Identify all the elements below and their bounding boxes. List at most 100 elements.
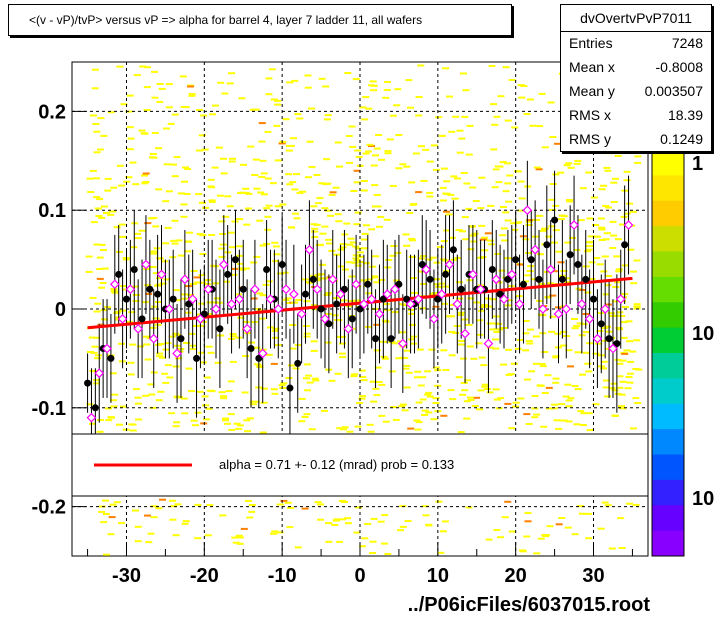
histogram-cell bbox=[618, 405, 625, 408]
histogram-cell bbox=[222, 417, 230, 420]
histogram-cell bbox=[373, 394, 381, 397]
histogram-cell bbox=[574, 159, 582, 162]
histogram-cell bbox=[627, 360, 635, 363]
histogram-cell bbox=[604, 169, 612, 172]
histogram-cell bbox=[188, 94, 196, 97]
histogram-cell bbox=[426, 160, 434, 163]
data-point-open bbox=[234, 294, 245, 304]
histogram-cell bbox=[443, 180, 451, 183]
histogram-cell bbox=[229, 333, 237, 335]
x-tick-label: -10 bbox=[268, 565, 297, 587]
histogram-cell bbox=[100, 134, 108, 137]
data-point-open bbox=[304, 244, 315, 255]
histogram-cell bbox=[372, 387, 380, 390]
histogram-cell bbox=[414, 370, 422, 373]
data-point-filled bbox=[496, 290, 504, 298]
data-point-filled bbox=[379, 295, 387, 303]
histogram-cell bbox=[260, 401, 268, 404]
histogram-cell bbox=[466, 124, 474, 127]
histogram-cell bbox=[457, 313, 465, 316]
histogram-cell bbox=[219, 233, 227, 235]
data-point-filled bbox=[115, 270, 123, 278]
data-point-open bbox=[506, 269, 517, 280]
histogram-cell bbox=[413, 419, 421, 422]
histogram-cell bbox=[144, 358, 152, 361]
histogram-cell bbox=[244, 332, 252, 335]
histogram-cell bbox=[259, 159, 267, 162]
histogram-cell bbox=[89, 169, 97, 172]
histogram-cell bbox=[523, 413, 531, 416]
histogram-cell bbox=[560, 419, 568, 422]
histogram-cell bbox=[451, 197, 459, 200]
histogram-cell bbox=[483, 388, 491, 390]
histogram-cell bbox=[91, 345, 99, 348]
histogram-cell bbox=[164, 226, 172, 229]
data-point-filled bbox=[403, 295, 411, 303]
data-point-open bbox=[164, 304, 175, 314]
plot-title: <(v - vP)/tvP> versus vP => alpha for ba… bbox=[29, 13, 423, 27]
histogram-cell bbox=[422, 514, 430, 517]
histogram-cell bbox=[93, 243, 101, 246]
histogram-cell bbox=[607, 312, 615, 315]
histogram-cell bbox=[162, 242, 170, 245]
palette-cell bbox=[652, 378, 684, 405]
histogram-cell bbox=[365, 107, 373, 110]
axes: -30 -20 -10 0 10 20 30 -0.2 -0.1 0 0.1 0.2 bbox=[32, 101, 633, 587]
data-point-open bbox=[366, 294, 377, 304]
histogram-cell bbox=[604, 504, 612, 507]
histogram-cell bbox=[371, 184, 379, 187]
histogram-cell bbox=[465, 323, 473, 326]
histogram-cell bbox=[248, 341, 256, 344]
data-point-open bbox=[320, 314, 330, 324]
histogram-cell bbox=[94, 354, 102, 357]
palette-cell bbox=[652, 150, 684, 176]
histogram-cell bbox=[470, 357, 478, 360]
histogram-cell bbox=[231, 267, 239, 270]
histogram-cell bbox=[93, 151, 101, 154]
histogram-cell bbox=[496, 165, 504, 168]
histogram-cell bbox=[286, 81, 294, 84]
histogram-cell bbox=[522, 320, 530, 322]
histogram-cell bbox=[580, 323, 588, 326]
histogram-cell bbox=[311, 230, 319, 233]
palette-cell bbox=[652, 429, 684, 455]
histogram-cell bbox=[484, 232, 492, 235]
histogram-cell bbox=[169, 518, 177, 521]
histogram-cell bbox=[305, 374, 313, 377]
histogram-cell bbox=[235, 336, 243, 339]
histogram-cell bbox=[349, 241, 357, 244]
histogram-cell bbox=[408, 237, 416, 240]
histogram-cell bbox=[116, 423, 123, 426]
data-point-open bbox=[125, 284, 136, 295]
histogram-cell bbox=[246, 516, 254, 519]
histogram-cell bbox=[610, 234, 618, 237]
histogram-cell bbox=[177, 192, 185, 195]
histogram-cell bbox=[627, 248, 635, 251]
histogram-cell bbox=[382, 96, 390, 99]
title-box: <(v - vP)/tvP> versus vP => alpha for ba… bbox=[8, 4, 512, 36]
histogram-cell bbox=[362, 96, 370, 99]
histogram-cell bbox=[220, 157, 228, 160]
histogram-cell bbox=[298, 397, 306, 400]
data-point-filled bbox=[154, 290, 162, 298]
histogram-cell bbox=[147, 532, 155, 535]
histogram-cell bbox=[535, 168, 543, 171]
histogram-cell bbox=[135, 418, 143, 421]
histogram-cell bbox=[198, 324, 206, 327]
histogram-cell bbox=[584, 512, 592, 515]
histogram-cell bbox=[226, 205, 234, 208]
histogram-cell bbox=[94, 302, 102, 305]
histogram-cell bbox=[125, 176, 133, 179]
histogram-cell bbox=[463, 417, 471, 420]
histogram-cell bbox=[141, 182, 149, 185]
stats-row-mean-x: Mean x -0.8008 bbox=[561, 56, 711, 78]
histogram-cell bbox=[377, 215, 385, 218]
histogram-cell bbox=[156, 277, 163, 280]
histogram-cell bbox=[150, 505, 158, 508]
histogram-cell bbox=[564, 281, 572, 284]
histogram-cell bbox=[104, 306, 112, 309]
histogram-cell bbox=[199, 234, 207, 237]
histogram-cell bbox=[418, 145, 425, 148]
histogram-cell bbox=[88, 336, 96, 339]
histogram-cell bbox=[113, 310, 121, 313]
